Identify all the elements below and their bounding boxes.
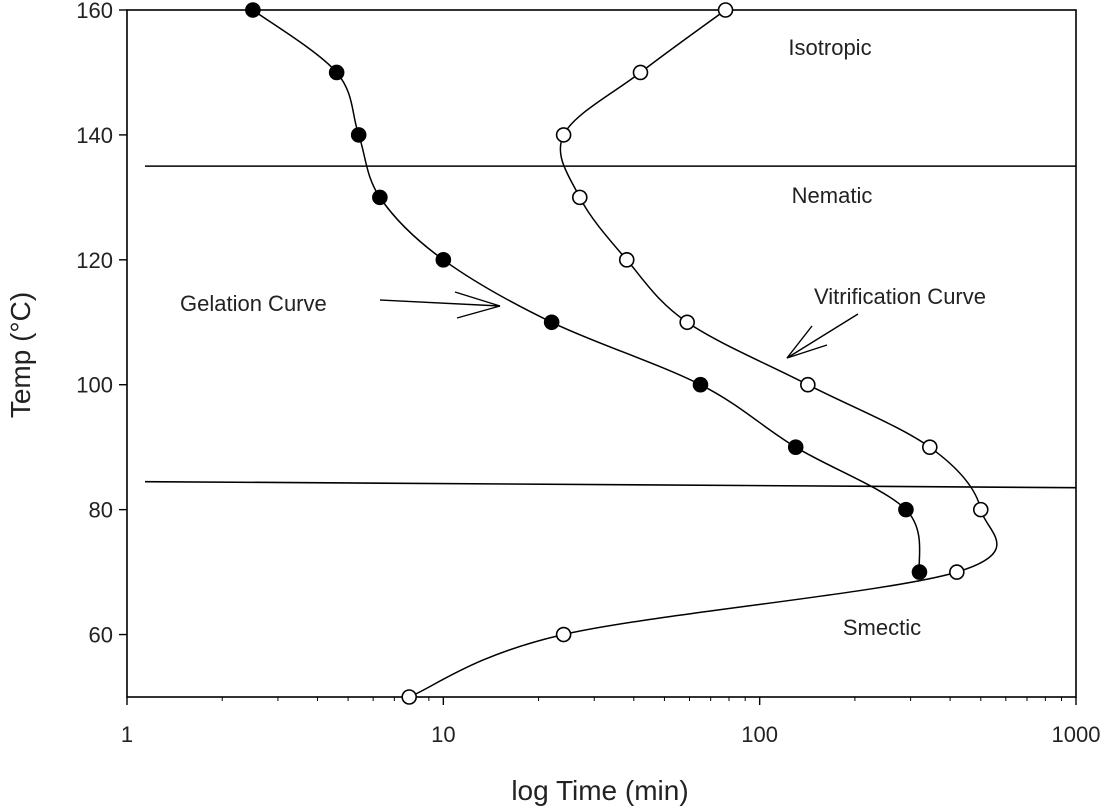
vitrification-point — [555, 626, 572, 643]
vitrification-point — [618, 252, 635, 268]
gelation-point — [328, 64, 345, 81]
vitrification-point — [972, 501, 989, 518]
region-label-smectic: Smectic — [843, 615, 921, 640]
y-tick-label: 100 — [76, 373, 113, 398]
vitrification-point — [571, 189, 588, 206]
vitrification-curve-label: Vitrification Curve — [814, 284, 986, 309]
gelation-point — [692, 376, 709, 393]
phase-boundaries — [144, 165, 1077, 489]
phase-boundary-line — [144, 480, 1077, 489]
y-axis-ticks: 60 80 100 120 140 160 — [76, 0, 127, 648]
data-markers — [245, 2, 989, 705]
vitrification-point — [679, 314, 695, 331]
vitrification-point — [800, 376, 816, 393]
gelation-point — [543, 314, 560, 331]
y-axis-label: Temp (°C) — [5, 292, 36, 418]
region-label-nematic: Nematic — [792, 183, 873, 208]
y-tick-label: 160 — [76, 0, 113, 23]
y-tick-label: 140 — [76, 123, 113, 148]
x-tick-label: 1000 — [1052, 722, 1101, 747]
gelation-point — [350, 127, 367, 143]
y-tick-label: 80 — [89, 498, 113, 523]
gelation-curve-arrow — [379, 291, 501, 319]
plot-frame — [126, 9, 1077, 698]
y-tick-label: 120 — [76, 248, 113, 273]
gelation-point — [372, 189, 388, 206]
vitrification-point — [717, 2, 734, 18]
vitrification-point — [555, 127, 572, 143]
gelation-point — [898, 501, 914, 518]
vitrification-curve-line — [408, 9, 998, 698]
x-axis-label: log Time (min) — [511, 775, 688, 806]
gelation-point — [245, 2, 261, 18]
x-tick-label: 100 — [741, 722, 778, 747]
vitrification-point — [401, 689, 417, 705]
vitrification-point — [921, 439, 938, 455]
gelation-curve-label: Gelation Curve — [180, 291, 327, 316]
y-tick-label: 60 — [89, 623, 113, 648]
x-tick-label: 10 — [431, 722, 455, 747]
curves — [252, 9, 998, 698]
vitrification-point — [949, 564, 965, 580]
vitrification-point — [632, 64, 649, 81]
x-axis-ticks: 1 10 100 1000 — [121, 697, 1101, 747]
gelation-point — [435, 252, 452, 268]
gelation-point — [787, 439, 804, 455]
gelation-point — [911, 564, 928, 580]
x-tick-label: 1 — [121, 722, 133, 747]
gelation-curve-line — [252, 9, 921, 573]
region-label-isotropic: Isotropic — [788, 35, 871, 60]
vitrification-curve-arrow — [786, 313, 859, 359]
